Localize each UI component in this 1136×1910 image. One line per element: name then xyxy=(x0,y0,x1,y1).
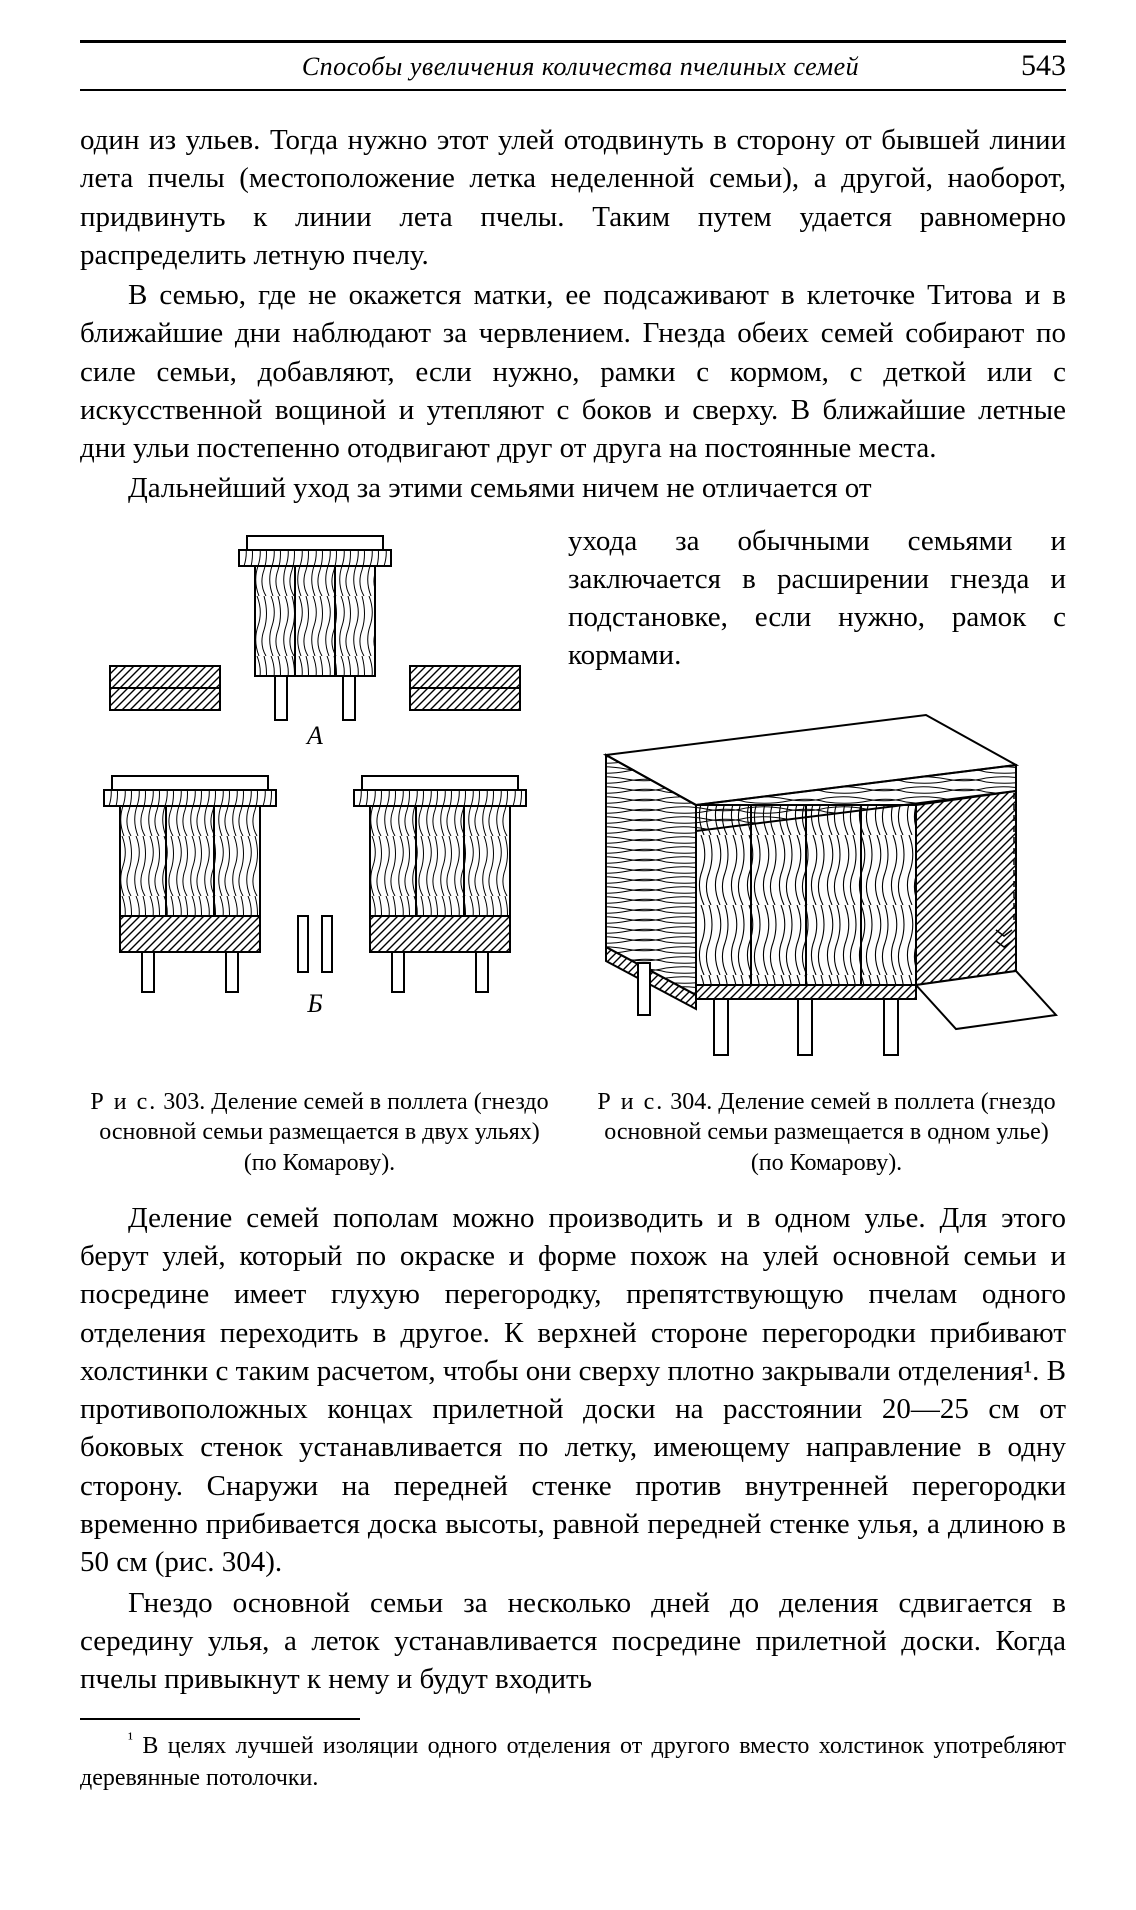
header-rule-top xyxy=(80,40,1066,43)
figure-303-svg: А xyxy=(80,526,550,1026)
fig303-caption-num: 303. xyxy=(163,1089,205,1115)
footnote: ¹ В целях лучшей изоляции одного отделен… xyxy=(80,1728,1066,1793)
fig303-caption-prefix: Р и с. xyxy=(90,1089,157,1115)
paragraph-1: один из ульев. Тогда нужно этот улей ото… xyxy=(80,121,1066,274)
figure-304 xyxy=(586,695,1066,1075)
paragraph-5: Гнездо основной семьи за несколько дней … xyxy=(80,1584,1066,1699)
running-header: Способы увеличения количества пчелиных с… xyxy=(80,47,1066,91)
paragraph-3b: ухода за обычными семьями и заключается … xyxy=(568,525,1066,672)
fig304-caption-prefix: Р и с. xyxy=(597,1089,664,1115)
svg-text:Б: Б xyxy=(306,989,322,1018)
footnote-separator xyxy=(80,1718,360,1720)
footnote-marker: ¹ xyxy=(128,1729,133,1748)
footnote-text: В целях лучшей изоляции одного отделения… xyxy=(80,1733,1066,1790)
figure-303-caption: Р и с. 303. Деление семей в поллета (гне… xyxy=(80,1087,559,1179)
running-title: Способы увеличения количества пчелиных с… xyxy=(80,52,1021,82)
page-number: 543 xyxy=(1021,49,1066,83)
page: Способы увеличения количества пчелиных с… xyxy=(0,0,1136,1910)
paragraph-2: В семью, где не окажется матки, ее подса… xyxy=(80,276,1066,467)
svg-text:А: А xyxy=(305,721,323,750)
figure-304-svg xyxy=(586,695,1066,1075)
figure-304-caption: Р и с. 304. Деление семей в поллета (гне… xyxy=(587,1087,1066,1179)
paragraph-4: Деление семей пополам можно производить … xyxy=(80,1199,1066,1582)
fig304-caption-num: 304. xyxy=(670,1089,712,1115)
figure-area: А xyxy=(80,522,1066,1075)
captions-row: Р и с. 303. Деление семей в поллета (гне… xyxy=(80,1087,1066,1179)
body-text-bottom: Деление семей пополам можно производить … xyxy=(80,1199,1066,1698)
figure-303: А xyxy=(80,526,550,1026)
body-text-top: один из ульев. Тогда нужно этот улей ото… xyxy=(80,121,1066,508)
paragraph-3a: Дальнейший уход за этими семьями ничем н… xyxy=(80,469,1066,507)
